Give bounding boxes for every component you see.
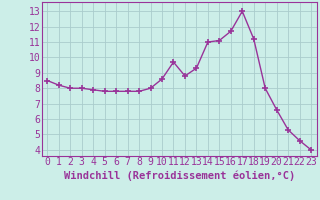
X-axis label: Windchill (Refroidissement éolien,°C): Windchill (Refroidissement éolien,°C) xyxy=(64,170,295,181)
